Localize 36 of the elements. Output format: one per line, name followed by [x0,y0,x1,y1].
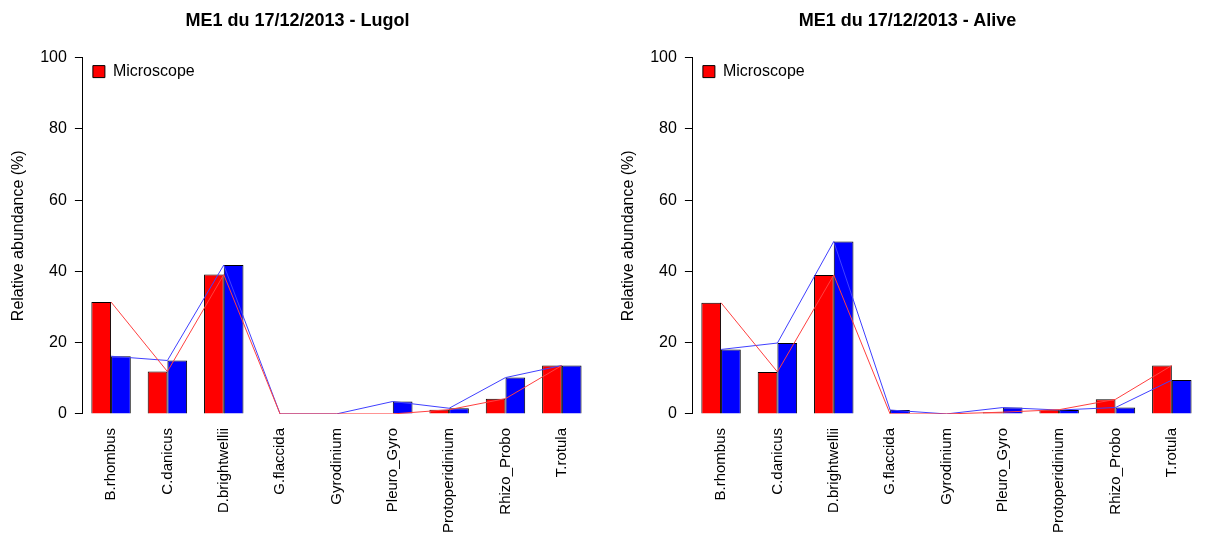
legend-label: Microscope [112,62,195,80]
x-tick-label: D.brightwellii [823,427,841,513]
x-tick-label: D.brightwellii [213,427,231,513]
y-tick-label: 100 [650,48,677,66]
x-tick-label: Protoperidinium [1049,427,1067,534]
y-tick-label: 40 [49,261,67,279]
y-tick-label: 20 [659,333,677,351]
x-tick-label: G.flaccida [880,427,898,495]
x-tick-label: G.flaccida [270,427,288,495]
x-tick-label: Gyrodinium [936,427,954,505]
x-tick-label: Gyrodinium [326,427,344,505]
y-tick-label: 80 [49,119,67,137]
x-tick-label: Pleuro_Gyro [992,427,1010,513]
x-tick-label: C.danicus [767,427,785,495]
x-tick-label: Rhizo_Probo [1105,427,1123,515]
y-tick-label: 20 [49,333,67,351]
x-tick-label: B.rhombus [711,427,729,501]
y-axis-title: Relative abundance (%) [9,150,27,322]
y-tick-label: 0 [667,404,677,422]
chart-title: ME1 du 17/12/2013 - Alive [798,9,1017,30]
y-tick-label: 40 [659,261,677,279]
y-tick-label: 80 [659,119,677,137]
x-tick-label: Protoperidinium [439,427,457,534]
y-tick-label: 100 [40,48,67,66]
x-tick-label: B.rhombus [101,427,119,501]
x-tick-label: T.rotula [1161,427,1179,478]
x-tick-label: T.rotula [551,427,569,478]
y-axis-title: Relative abundance (%) [619,150,637,322]
x-tick-label: Rhizo_Probo [495,427,513,515]
y-tick-label: 60 [659,190,677,208]
legend-label: Microscope [722,62,805,80]
x-tick-label: C.danicus [157,427,175,495]
x-tick-label: Pleuro_Gyro [382,427,400,513]
y-tick-label: 60 [49,190,67,208]
y-tick-label: 0 [57,404,67,422]
chart-title: ME1 du 17/12/2013 - Lugol [185,9,410,30]
